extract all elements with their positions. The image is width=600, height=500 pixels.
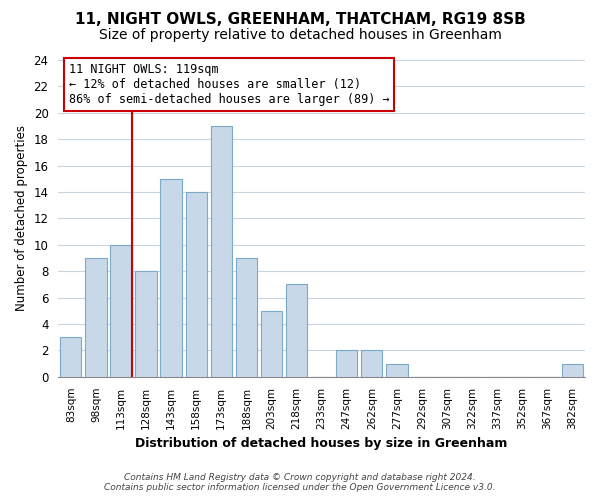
Bar bbox=[136, 271, 157, 377]
Bar bbox=[236, 258, 257, 377]
Text: Size of property relative to detached houses in Greenham: Size of property relative to detached ho… bbox=[98, 28, 502, 42]
Bar bbox=[85, 258, 107, 377]
Y-axis label: Number of detached properties: Number of detached properties bbox=[15, 126, 28, 312]
Bar bbox=[60, 337, 82, 377]
X-axis label: Distribution of detached houses by size in Greenham: Distribution of detached houses by size … bbox=[136, 437, 508, 450]
Bar bbox=[562, 364, 583, 377]
Bar bbox=[336, 350, 358, 377]
Text: 11, NIGHT OWLS, GREENHAM, THATCHAM, RG19 8SB: 11, NIGHT OWLS, GREENHAM, THATCHAM, RG19… bbox=[74, 12, 526, 28]
Bar bbox=[110, 245, 131, 377]
Text: 11 NIGHT OWLS: 119sqm
← 12% of detached houses are smaller (12)
86% of semi-deta: 11 NIGHT OWLS: 119sqm ← 12% of detached … bbox=[69, 63, 389, 106]
Bar bbox=[361, 350, 382, 377]
Bar bbox=[261, 311, 282, 377]
Bar bbox=[386, 364, 407, 377]
Text: Contains HM Land Registry data © Crown copyright and database right 2024.
Contai: Contains HM Land Registry data © Crown c… bbox=[104, 473, 496, 492]
Bar bbox=[286, 284, 307, 377]
Bar bbox=[211, 126, 232, 377]
Bar bbox=[185, 192, 207, 377]
Bar bbox=[160, 179, 182, 377]
